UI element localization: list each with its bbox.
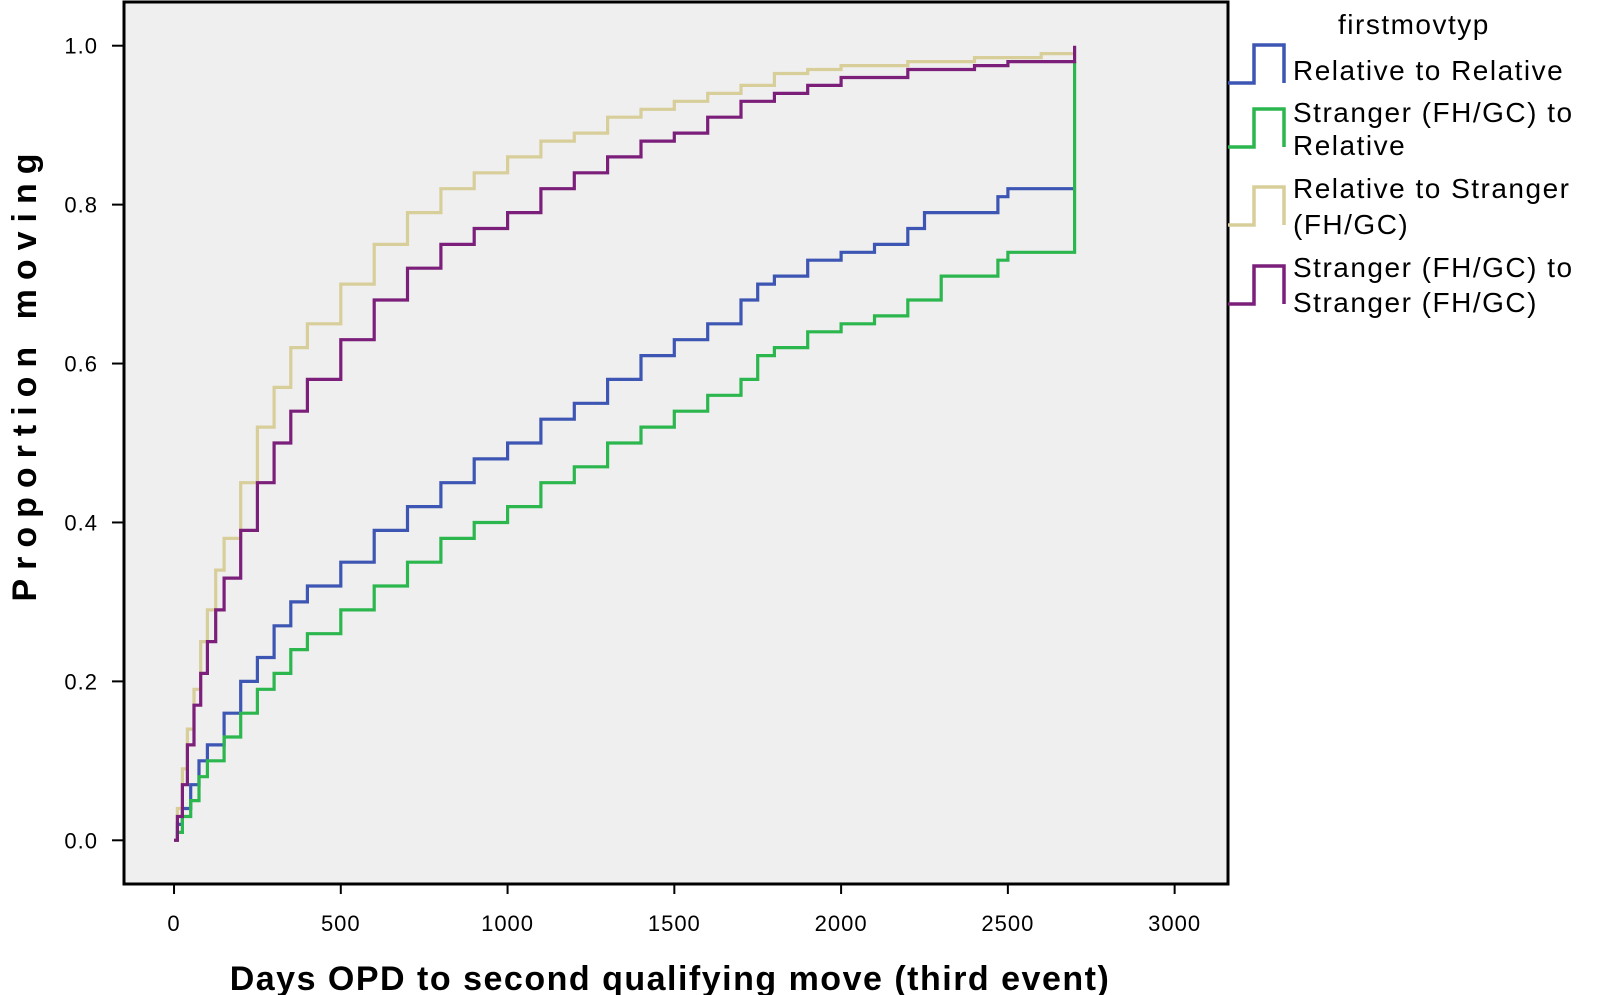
x-tick-label: 2500 xyxy=(981,911,1034,936)
plot-area xyxy=(122,0,1230,886)
legend-title: firstmovtyp xyxy=(1338,9,1490,40)
x-tick-label: 0 xyxy=(167,911,180,936)
legend: firstmovtyp Relative to Relative Stranger… xyxy=(1228,9,1574,318)
legend-swatch xyxy=(1228,264,1286,306)
legend-label-line2: (FH/GC) xyxy=(1293,209,1409,240)
x-tick-label: 2000 xyxy=(815,911,868,936)
series-line-1 xyxy=(174,187,1075,842)
x-tick-label: 1000 xyxy=(481,911,534,936)
y-tick-label: 0.6 xyxy=(64,352,98,377)
y-tick-label: 0.4 xyxy=(64,510,98,535)
y-axis-title: Proportion moving xyxy=(6,144,44,601)
legend-label: Stranger (FH/GC) to xyxy=(1293,97,1574,128)
x-tick-label: 1500 xyxy=(648,911,701,936)
series-lines xyxy=(174,45,1077,842)
x-axis: 0 500 1000 1500 2000 2500 3000 xyxy=(167,884,1201,936)
series-line-2 xyxy=(174,61,1077,842)
x-tick-label: 500 xyxy=(321,911,361,936)
y-tick-label: 0.8 xyxy=(64,193,98,218)
legend-swatch xyxy=(1228,107,1286,149)
x-tick-label: 3000 xyxy=(1148,911,1201,936)
legend-swatch xyxy=(1228,43,1286,85)
x-axis-title: Days OPD to second qualifying move (thir… xyxy=(230,960,1111,995)
y-tick-label: 0.2 xyxy=(64,669,98,694)
y-tick-label: 0.0 xyxy=(64,828,98,853)
legend-label: Relative to Relative xyxy=(1293,55,1564,86)
legend-label: Relative to Stranger xyxy=(1293,173,1570,204)
y-tick-label: 1.0 xyxy=(64,34,98,59)
legend-label-line2: Relative xyxy=(1293,130,1406,161)
legend-swatch xyxy=(1228,185,1286,227)
y-axis: 0.0 0.2 0.4 0.6 0.8 1.0 xyxy=(64,34,124,853)
legend-label: Stranger (FH/GC) to xyxy=(1293,252,1574,283)
legend-label-line2: Stranger (FH/GC) xyxy=(1293,287,1538,318)
series-line-4 xyxy=(174,45,1077,842)
